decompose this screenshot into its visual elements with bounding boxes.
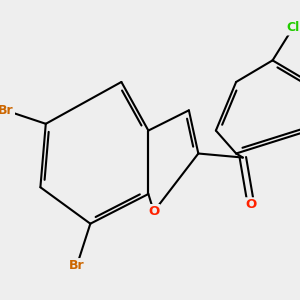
Text: Cl: Cl bbox=[286, 22, 299, 34]
Text: O: O bbox=[245, 198, 256, 211]
Text: Br: Br bbox=[69, 259, 85, 272]
Text: Br: Br bbox=[0, 104, 13, 117]
Text: O: O bbox=[148, 205, 159, 218]
